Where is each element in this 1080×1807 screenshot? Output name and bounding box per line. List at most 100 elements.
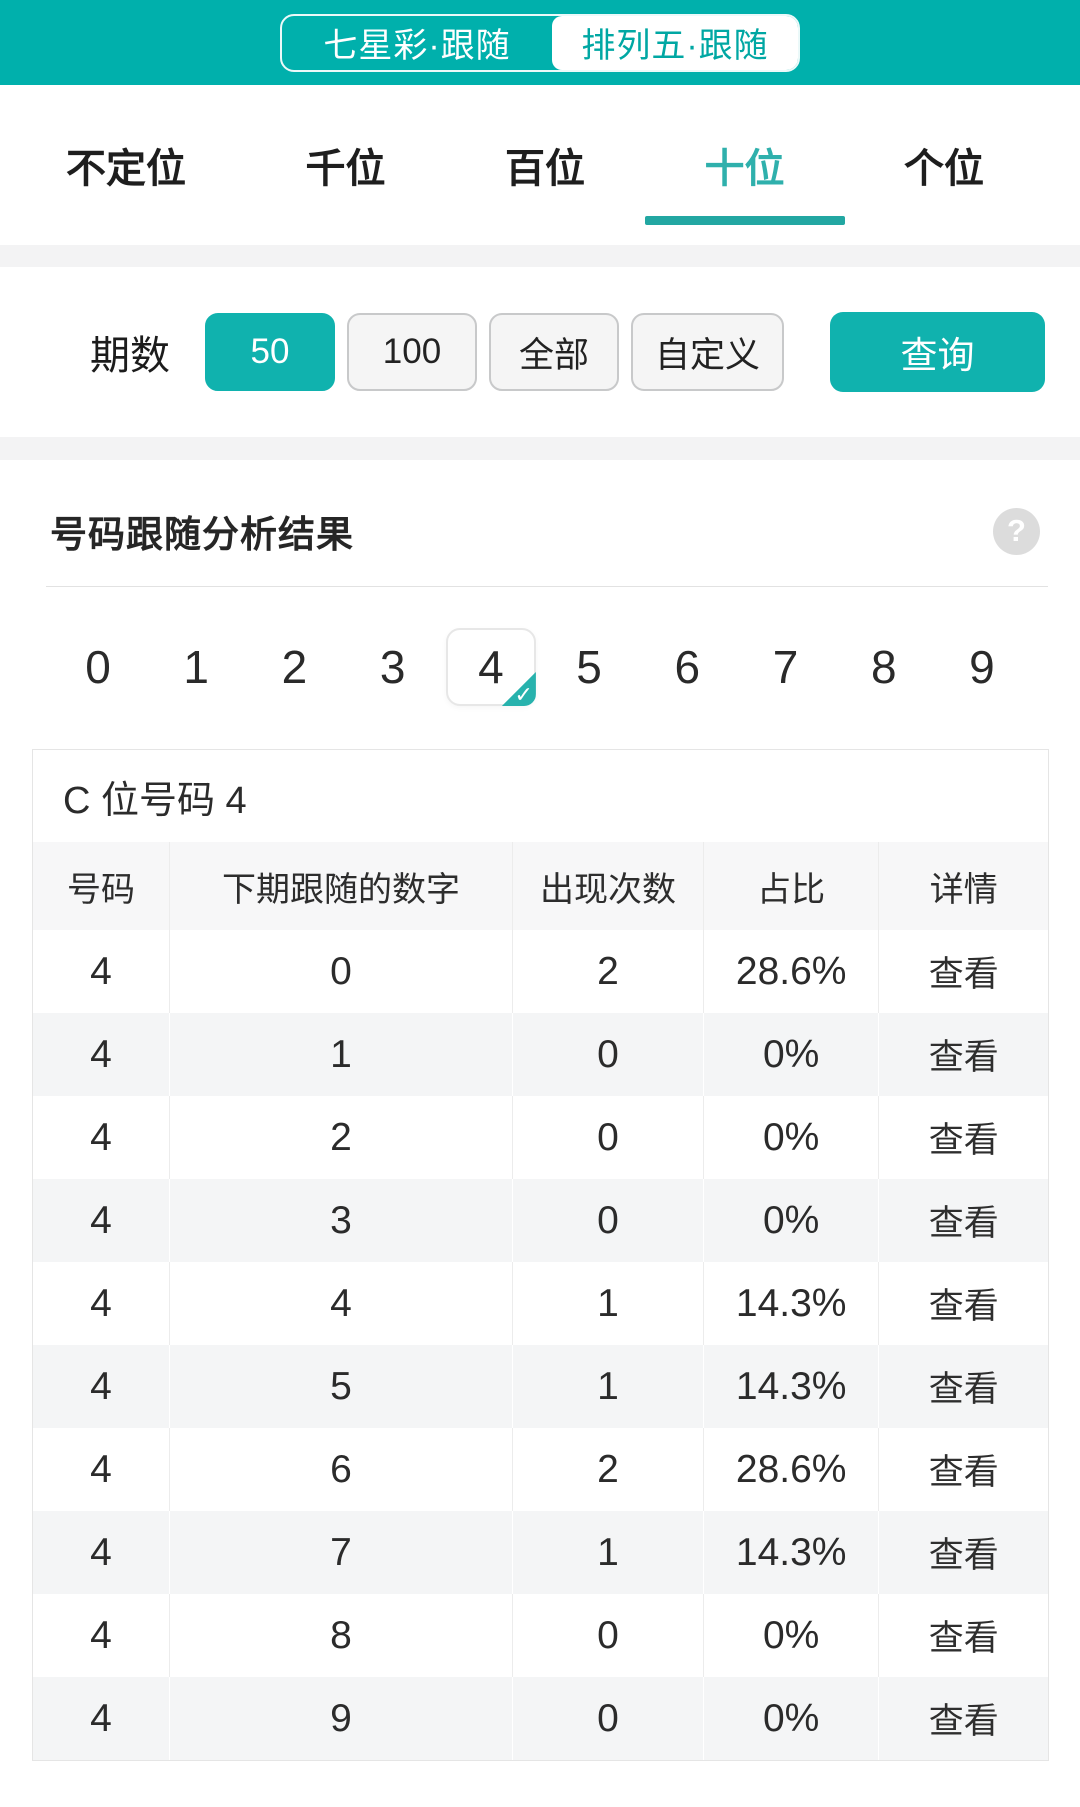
cell-follow-digit: 1 [169,1013,512,1096]
cell-number: 4 [90,1613,112,1657]
view-link[interactable]: 查看 [928,1619,999,1658]
period-section: 期数 50 100 全部 自定义 查询 [0,267,1080,437]
digit-label: 3 [379,641,406,693]
position-tabs: 不定位 千位 百位 十位 个位 [0,85,1080,245]
digit-label: 9 [969,641,995,693]
position-tab[interactable]: 不定位 [66,85,186,245]
section-gap [0,437,1080,460]
query-button[interactable]: 查询 [830,312,1045,392]
cell-count: 1 [512,1511,703,1594]
cell-detail: 查看 [878,1511,1048,1594]
active-tab-underline [644,216,845,225]
table-row: 4 5 1 14.3% 查看 [33,1345,1048,1428]
table-row: 4 0 2 28.6% 查看 [33,930,1048,1013]
section-gap [0,245,1080,267]
digit-option[interactable]: 0 [74,630,122,704]
game-tab[interactable]: 七星彩·跟随 [323,27,511,65]
digit-option[interactable]: 9 [958,630,1006,704]
cell-ratio: 0% [702,1096,879,1179]
cell-follow-digit: 9 [169,1677,512,1760]
digit-label: 7 [772,641,799,693]
table-title: C 位号码 4 [63,779,247,822]
header-cell: 出现次数 [512,842,703,930]
view-link[interactable]: 查看 [928,1287,999,1326]
digit-label: 8 [870,641,897,693]
digit-option[interactable]: 6 [663,630,711,704]
digit-option[interactable]: 5 [565,630,613,704]
cell-ratio: 0% [702,1013,879,1096]
cell-follow-digit: 6 [169,1428,512,1511]
view-link[interactable]: 查看 [928,1204,999,1243]
cell-count: 2 [512,1428,703,1511]
period-options: 50 100 全部 自定义 [205,313,785,391]
table-row: 4 1 0 0% 查看 [33,1013,1048,1096]
cell-number: 4 [90,1032,112,1076]
position-tab[interactable]: 千位 [306,85,386,245]
cell-number: 4 [90,1281,112,1325]
cell-ratio: 14.3% [702,1262,879,1345]
view-link[interactable]: 查看 [928,1121,999,1160]
position-tab[interactable]: 个位 [904,85,984,245]
digit-option[interactable]: 7 [762,630,810,704]
header-cell: 号码 [67,870,135,909]
digit-option[interactable]: 8 [860,630,908,704]
digit-option[interactable]: 2 [270,630,318,704]
cell-ratio: 28.6% [702,930,879,1013]
view-link[interactable]: 查看 [928,955,999,994]
cell-detail: 查看 [878,930,1048,1013]
cell-number: 4 [90,949,112,993]
game-tab[interactable]: 排列五·跟随 [552,15,798,70]
cell-ratio: 14.3% [702,1345,879,1428]
period-label: 期数 [90,334,170,378]
position-tab-label: 十位 [704,147,785,191]
view-link[interactable]: 查看 [928,1453,999,1492]
period-option[interactable]: 自定义 [631,313,785,391]
table-row: 4 3 0 0% 查看 [33,1179,1048,1262]
cell-detail: 查看 [878,1179,1048,1262]
cell-count: 2 [512,930,703,1013]
cell-number: 4 [90,1530,112,1574]
cell-follow-digit: 3 [169,1179,512,1262]
digit-option[interactable]: 4 ✓ [445,628,536,706]
cell-detail: 查看 [878,1096,1048,1179]
cell-follow-digit: 7 [169,1511,512,1594]
result-header: 号码跟随分析结果 ? [0,460,1080,558]
view-link[interactable]: 查看 [928,1370,999,1409]
position-tab[interactable]: 百位 [505,85,585,245]
result-title: 号码跟随分析结果 [50,514,354,555]
view-link[interactable]: 查看 [928,1536,999,1575]
cell-detail: 查看 [878,1262,1048,1345]
digit-label: 1 [183,641,210,693]
cell-detail: 查看 [878,1677,1048,1760]
table-row: 4 2 0 0% 查看 [33,1096,1048,1179]
position-tab[interactable]: 十位 [644,85,845,245]
table-row: 4 6 2 28.6% 查看 [33,1428,1048,1511]
cell-count: 0 [512,1013,703,1096]
period-option[interactable]: 全部 [489,313,619,391]
cell-number: 4 [90,1115,112,1159]
cell-number: 4 [90,1447,112,1491]
view-link[interactable]: 查看 [928,1038,999,1077]
cell-detail: 查看 [878,1013,1048,1096]
analysis-table: C 位号码 4 号码 下期跟随的数字 出现次数 占比 详情 4 0 2 28.6% 查看 4 1 0 0… [32,749,1049,1761]
table-row: 4 9 0 0% 查看 [33,1677,1048,1760]
cell-detail: 查看 [878,1428,1048,1511]
header-cell: 详情 [878,842,1048,930]
table-row: 4 7 1 14.3% 查看 [33,1511,1048,1594]
help-icon[interactable]: ? [993,507,1040,555]
digit-option[interactable]: 3 [369,630,417,704]
digit-label: 6 [674,641,701,693]
period-option[interactable]: 50 [205,313,335,391]
cell-number: 4 [90,1198,112,1242]
header-cell: 下期跟随的数字 [169,842,512,930]
cell-count: 0 [512,1677,703,1760]
table-row: 4 8 0 0% 查看 [33,1594,1048,1677]
cell-follow-digit: 2 [169,1096,512,1179]
table-body: 4 0 2 28.6% 查看 4 1 0 0% 查看 4 2 0 0% 查看 4 3 0 0% 查看 4 4 1 14.3% 查… [33,930,1048,1760]
period-option[interactable]: 100 [347,313,477,391]
cell-ratio: 0% [702,1594,879,1677]
view-link[interactable]: 查看 [928,1702,999,1741]
cell-ratio: 0% [702,1677,879,1760]
digit-option[interactable]: 1 [172,630,220,704]
